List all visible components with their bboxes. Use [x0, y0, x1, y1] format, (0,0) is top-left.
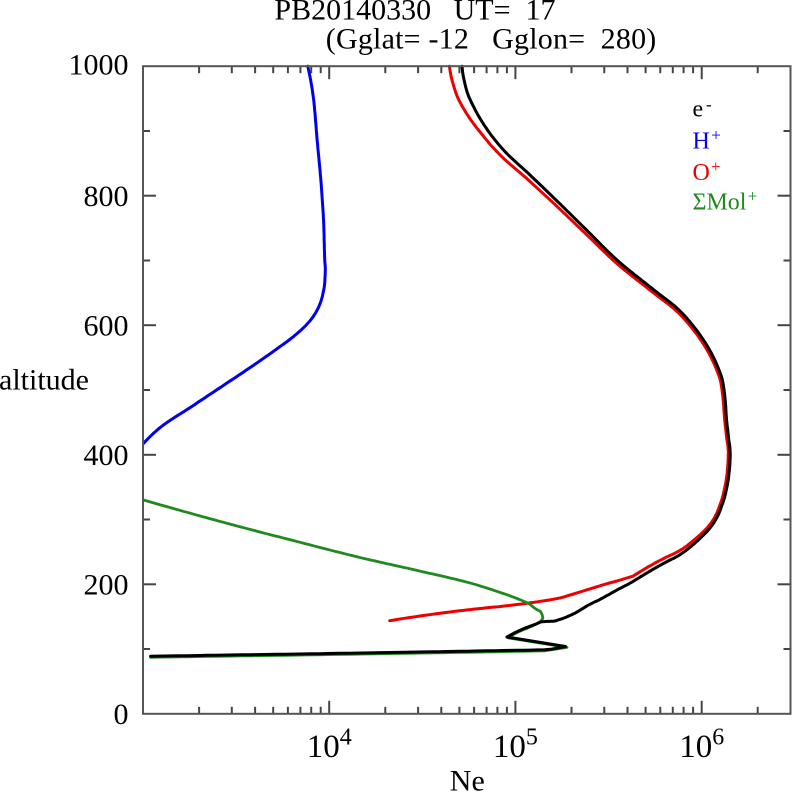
svg-text:800: 800	[84, 180, 129, 213]
svg-text:0: 0	[114, 698, 129, 731]
svg-text:ΣMol+: ΣMol+	[693, 187, 758, 216]
svg-text:altitude: altitude	[0, 364, 89, 397]
svg-text:Ne: Ne	[450, 765, 485, 795]
svg-text:600: 600	[84, 309, 129, 342]
svg-text:(Gglat= -12 Gglon= 280): (Gglat= -12 Gglon= 280)	[326, 23, 657, 56]
svg-text:400: 400	[84, 439, 129, 472]
svg-text:200: 200	[84, 568, 129, 601]
svg-text:H+: H+	[693, 126, 721, 155]
svg-text:1000: 1000	[69, 49, 129, 82]
svg-text:PB20140330 UT= 17: PB20140330 UT= 17	[274, 0, 555, 27]
